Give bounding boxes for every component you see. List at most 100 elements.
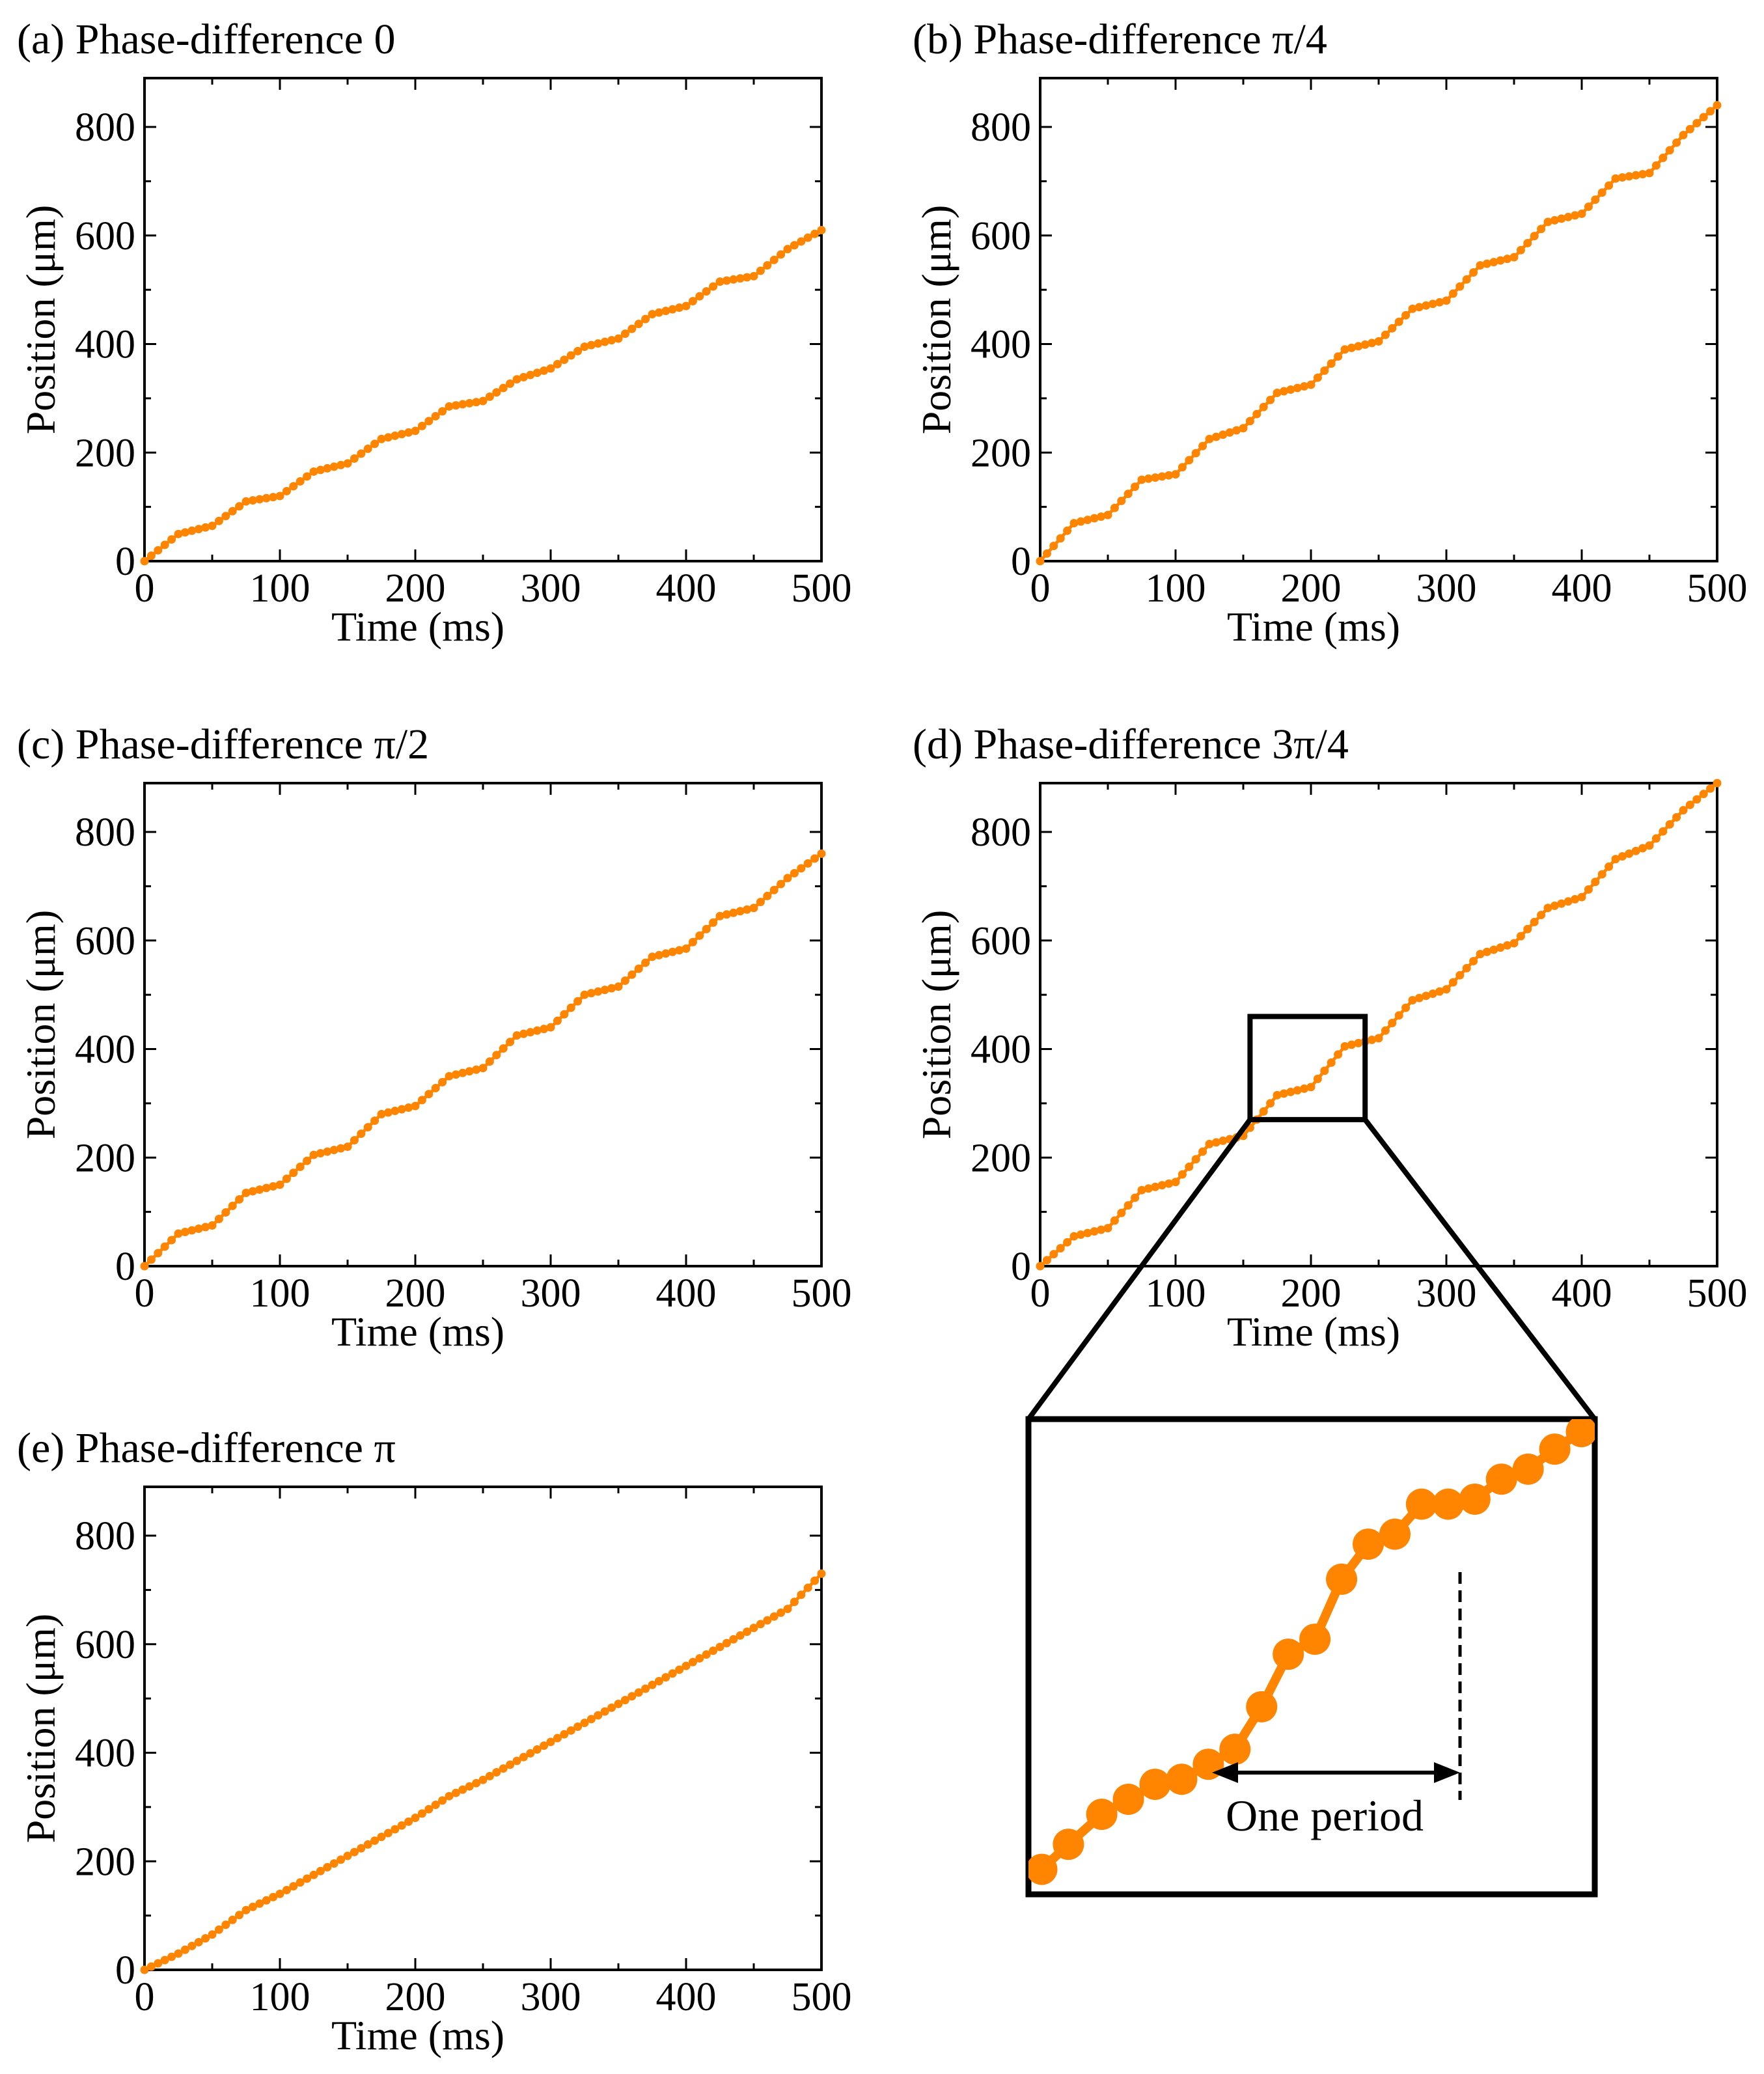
data-point <box>180 528 189 537</box>
data-point <box>715 277 724 286</box>
data-point <box>1157 1181 1166 1190</box>
data-point <box>363 1123 372 1132</box>
y-axis-label: Position (μm) <box>18 205 64 435</box>
y-tick-label: 0 <box>1011 1245 1031 1289</box>
data-point <box>580 990 589 999</box>
inset-data-point <box>1353 1528 1384 1560</box>
data-point <box>1503 255 1512 264</box>
data-point <box>1448 978 1457 987</box>
data-point <box>282 1885 291 1894</box>
x-tick-label: 200 <box>385 566 446 611</box>
y-tick-label: 0 <box>115 1948 135 1993</box>
data-point <box>1537 911 1546 920</box>
data-point <box>1408 995 1417 1004</box>
data-point <box>668 1669 677 1678</box>
data-point <box>695 292 704 301</box>
x-tick-label: 300 <box>1416 1271 1477 1316</box>
data-point <box>1069 1232 1079 1241</box>
data-point <box>743 905 752 914</box>
data-point <box>586 340 596 350</box>
data-point <box>1422 991 1431 1001</box>
data-point <box>1422 301 1431 310</box>
data-point <box>817 849 826 858</box>
data-point <box>337 1855 346 1864</box>
data-point <box>424 1090 434 1099</box>
data-point <box>323 463 332 473</box>
data-point <box>702 287 711 296</box>
data-point <box>1334 1050 1343 1059</box>
data-point <box>1117 1208 1126 1217</box>
data-point <box>512 1756 521 1765</box>
data-point <box>303 472 312 481</box>
data-point <box>1320 366 1329 375</box>
data-point <box>729 275 738 284</box>
data-point <box>343 1142 352 1152</box>
data-point <box>350 1136 359 1145</box>
x-tick-label: 100 <box>250 566 310 611</box>
data-point <box>1618 173 1627 182</box>
data-point <box>445 1072 454 1081</box>
data-point <box>221 512 230 521</box>
data-point <box>1300 1084 1309 1093</box>
data-point <box>1394 1011 1403 1020</box>
data-point <box>478 1064 488 1073</box>
data-point <box>370 439 379 449</box>
data-point <box>783 1605 792 1614</box>
data-point <box>506 1760 515 1769</box>
y-tick-label: 400 <box>971 323 1031 367</box>
chart-title: (b) Phase-difference π/4 <box>913 16 1327 63</box>
data-point <box>255 1185 264 1194</box>
data-point <box>391 1825 400 1834</box>
data-point <box>1300 382 1309 391</box>
data-point <box>627 970 637 979</box>
y-tick-label: 800 <box>75 810 135 855</box>
data-point <box>146 1962 156 1971</box>
data-point <box>1334 352 1343 361</box>
data-point <box>1672 138 1681 147</box>
data-point <box>1185 456 1194 465</box>
data-point <box>722 276 731 285</box>
data-point <box>1347 1040 1356 1049</box>
data-point <box>1408 304 1417 313</box>
data-point <box>499 1044 508 1053</box>
data-point <box>1706 107 1715 116</box>
data-point <box>1151 1182 1160 1191</box>
data-point <box>1503 941 1512 950</box>
data-point <box>709 1646 718 1655</box>
data-point <box>445 402 454 411</box>
data-point <box>472 398 481 407</box>
data-point <box>702 1650 711 1659</box>
data-point <box>1117 496 1126 505</box>
data-point <box>1631 171 1640 180</box>
data-point <box>1428 299 1437 309</box>
data-point <box>627 1692 637 1701</box>
inset-data-point <box>1053 1829 1084 1860</box>
data-point <box>1273 1090 1282 1099</box>
data-point <box>1178 463 1187 472</box>
data-point <box>451 401 460 410</box>
y-tick-label: 0 <box>1011 540 1031 584</box>
data-point <box>438 1077 447 1086</box>
data-point <box>160 1242 169 1251</box>
data-point <box>1530 917 1539 926</box>
data-point <box>485 1057 494 1066</box>
data-point <box>1171 1178 1180 1187</box>
data-point <box>174 1949 183 1958</box>
data-point <box>594 339 603 348</box>
data-point <box>1591 195 1600 204</box>
data-point <box>269 493 278 502</box>
data-point <box>648 952 657 961</box>
data-point <box>1482 259 1491 268</box>
data-point <box>424 417 434 426</box>
x-tick-label: 400 <box>656 566 717 611</box>
data-point <box>140 557 149 566</box>
data-point <box>424 1804 434 1814</box>
data-point <box>445 1791 454 1801</box>
x-tick-label: 100 <box>250 1271 310 1316</box>
data-point <box>661 1673 670 1682</box>
data-point <box>1110 503 1119 512</box>
data-point <box>1713 101 1722 110</box>
data-point <box>1523 238 1532 247</box>
data-point <box>736 907 745 916</box>
data-point <box>661 307 670 316</box>
